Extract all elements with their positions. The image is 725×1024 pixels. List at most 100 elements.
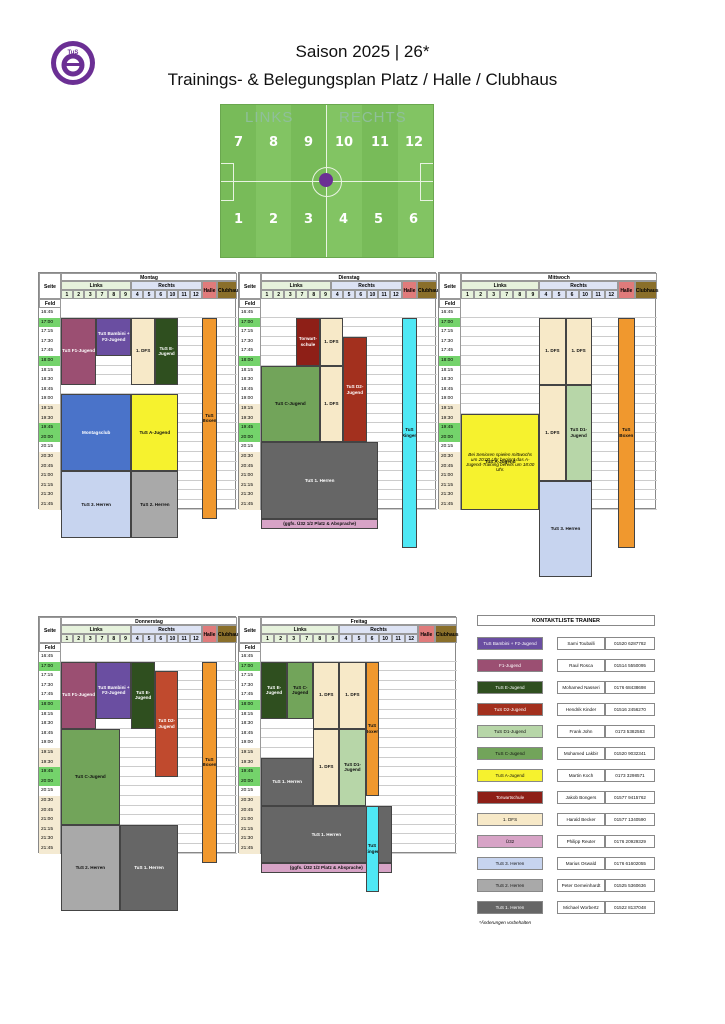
field-col-header: 12 xyxy=(190,290,202,299)
contact-name: Raul Rosca xyxy=(557,659,605,672)
time-label: 20:00 xyxy=(39,776,61,787)
schedule-block-label: TuS 3. Herren xyxy=(81,502,111,508)
schedule-block-label: TuS Ringen xyxy=(401,427,418,438)
links-label: Links xyxy=(261,281,332,290)
contact-row: TuS Bambini + F2-Jugend Sami Touballi 0152… xyxy=(477,637,655,650)
schedule-block: TuS E-Jugend xyxy=(261,661,288,720)
contact-row: TuS D2-Jugend Hendrik Kinder 01516 2456270 xyxy=(477,703,655,716)
field-col-header: 3 xyxy=(487,290,501,299)
feld-label: Feld xyxy=(239,299,261,308)
contact-name: Mohamed Lakbir xyxy=(557,747,605,760)
field-number: 12 xyxy=(405,135,424,150)
schedule-block: TuS D1-Jugend xyxy=(339,728,366,806)
schedule-block: (ggfs. Ü32 1/2 Platz & Absprache) xyxy=(261,863,392,873)
schedule-block: TuS 1. Herren xyxy=(119,824,179,912)
time-label: 20:30 xyxy=(439,452,461,462)
schedule-block-label: 1. DFS xyxy=(135,348,151,354)
seite-label: Seite xyxy=(439,273,461,299)
schedule-block-label: TuS 2. Herren xyxy=(140,502,170,508)
contact-phone: 0176 68438698 xyxy=(605,681,655,694)
schedule-block: Montagsclub xyxy=(61,394,132,472)
time-label: 20:30 xyxy=(239,452,261,462)
time-label: 17:30 xyxy=(39,680,61,691)
field-col-header: 1 xyxy=(61,290,73,299)
schedule-montag: Seite Montag Links Rechts Halle Clubhaus 1 2 3 7 8… xyxy=(38,272,241,539)
schedule-block-label: 1. DFS xyxy=(324,401,339,407)
contact-phone: 0176 61602055 xyxy=(605,857,655,870)
field-col-header: 6 xyxy=(365,634,379,643)
field-col-header: 6 xyxy=(154,290,167,299)
field-label-rechts: RECHTS xyxy=(339,109,407,126)
field-col-header: 8 xyxy=(313,634,327,643)
time-label: 16:45 xyxy=(39,308,61,318)
field-number: 1 xyxy=(234,212,244,227)
field-col-header: 7 xyxy=(96,634,108,643)
schedule-block-label: TuS Ringen xyxy=(367,843,378,854)
contact-team: TuS E-Jugend xyxy=(477,681,543,694)
time-label: 21:00 xyxy=(39,471,61,481)
schedule-block-label: TuS 1. Herren xyxy=(311,831,342,837)
schedule-block: 1. DFS xyxy=(539,317,566,385)
schedule-block-label: TuS E-Jugend xyxy=(134,689,152,701)
field-col-header: 10 xyxy=(166,634,179,643)
contact-team: TuS 1. Herren xyxy=(477,901,543,914)
schedule-block-label: TuS D1-Jugend xyxy=(343,761,361,773)
field-col-header: 12 xyxy=(404,634,418,643)
field-col-header: 10 xyxy=(378,634,392,643)
field-number: 6 xyxy=(409,212,419,227)
time-label: 19:15 xyxy=(39,748,61,758)
time-label: 18:30 xyxy=(439,375,461,385)
field-col-header: 10 xyxy=(166,290,179,299)
time-label: 20:15 xyxy=(39,786,61,796)
time-row: 18:45 xyxy=(39,728,237,739)
schedule-block-label: TuS D1-Jugend xyxy=(570,427,588,438)
field-col-header: 3 xyxy=(84,634,97,643)
time-row: 20:00 xyxy=(39,776,237,787)
schedule-block: TuS D1-Jugend xyxy=(565,384,592,481)
time-label: 21:15 xyxy=(239,480,261,491)
rechts-label: Rechts xyxy=(539,281,618,290)
contact-row: TuS A-Jugend Martin Koch 0173 3298571 xyxy=(477,769,655,782)
schedule-block-label: TuS F1-Jugend xyxy=(62,692,96,698)
contact-row: TuS C-Jugend Mohamed Lakbir 01520 9032341 xyxy=(477,747,655,760)
contact-phone: 0176 20929329 xyxy=(605,835,655,848)
field-col-header: 6 xyxy=(565,290,579,299)
day-name: Donnerstag xyxy=(61,617,237,625)
clubhaus-label: Clubhaus xyxy=(634,281,659,299)
time-label: 17:45 xyxy=(439,346,461,356)
time-label: 21:15 xyxy=(439,480,461,491)
halle-label: Halle xyxy=(617,281,635,299)
time-row: 20:15 xyxy=(39,786,237,796)
time-label: 20:45 xyxy=(239,461,261,472)
schedule-block: TuS 1. Herren xyxy=(261,757,314,806)
field-col-header: 11 xyxy=(378,290,391,299)
schedule-block-label: 1. DFS xyxy=(319,692,334,698)
club-logo: TuS xyxy=(50,40,96,86)
time-label: 17:15 xyxy=(39,327,61,337)
contact-row: TuS D1-Jugend Frank John 0173 5382583 xyxy=(477,725,655,738)
feld-label: Feld xyxy=(239,643,261,652)
contact-row: TuS 1. Herren Michael Worbertz 01522 81370… xyxy=(477,901,655,914)
contact-team: TuS C-Jugend xyxy=(477,747,543,760)
time-label: 20:30 xyxy=(39,452,61,462)
time-row: 16:45 xyxy=(39,308,237,318)
time-label: 19:00 xyxy=(39,738,61,748)
time-row: 20:45 xyxy=(39,805,237,816)
schedule-block: TuS F1-Jugend xyxy=(61,317,97,385)
feld-label: Feld xyxy=(39,643,61,652)
schedule-block-label: TuS A-Jugend xyxy=(139,430,171,436)
time-label: 19:45 xyxy=(239,423,261,433)
time-label: 19:30 xyxy=(39,413,61,424)
time-label: 18:30 xyxy=(239,375,261,385)
time-label: 19:15 xyxy=(239,404,261,414)
field-col-header: 5 xyxy=(143,634,155,643)
contact-row: 1. DFS Harald Becker 01577 1340590 xyxy=(477,813,655,826)
time-label: 21:45 xyxy=(239,844,261,854)
field-col-header: 10 xyxy=(578,290,592,299)
field-col-header: 11 xyxy=(391,634,405,643)
feld-label: Feld xyxy=(439,299,461,308)
time-label: 18:45 xyxy=(239,384,261,395)
time-label: 21:45 xyxy=(239,500,261,510)
time-row: 19:15 xyxy=(39,748,237,758)
field-col-header: 1 xyxy=(461,290,475,299)
